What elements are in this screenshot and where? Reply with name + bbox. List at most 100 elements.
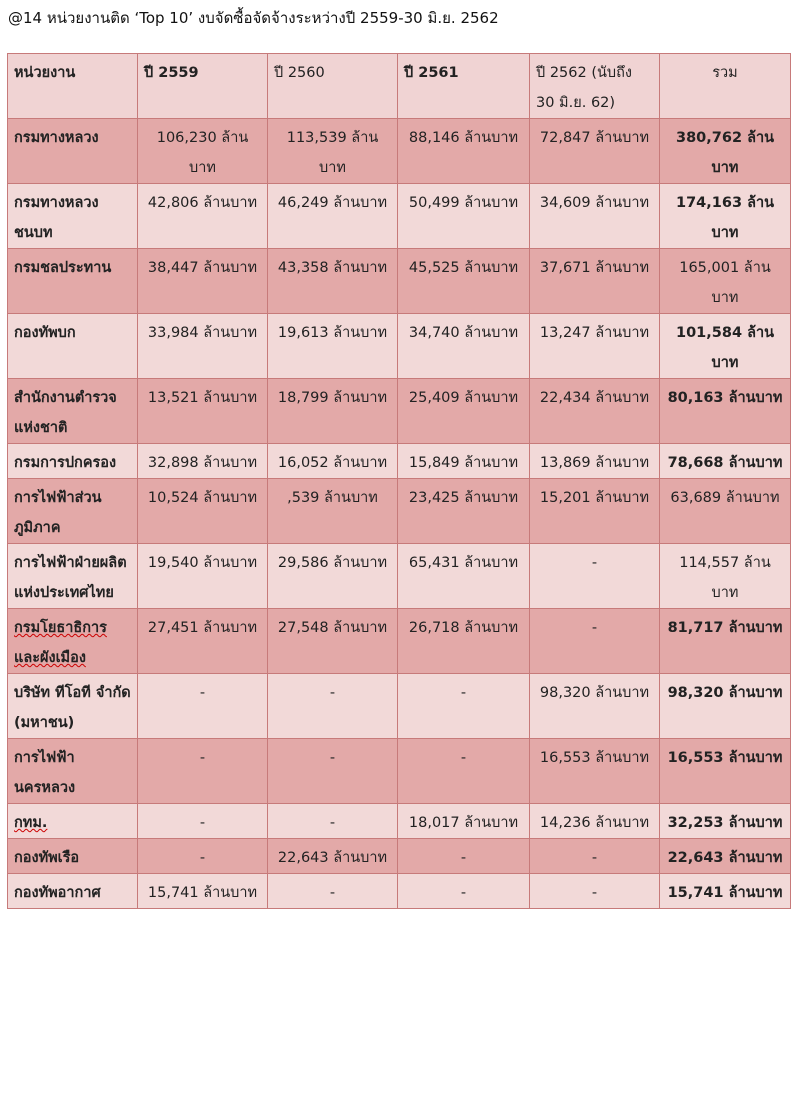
table-row: บริษัท ทีโอที จำกัด (มหาชน) - - - 98,320… [7,673,791,739]
agency-name: กองทัพเรือ [7,838,138,874]
agency-name: กองทัพอากาศ [7,873,138,909]
value-2560: ,539 ล้านบาท [267,478,398,544]
value-2561: 25,409 ล้านบาท [397,378,530,444]
value-2559: 106,230 ล้านบาท [137,118,268,184]
header-year-2561: ปี 2561 [397,53,530,119]
value-2561: 65,431 ล้านบาท [397,543,530,609]
table-row: กรมชลประทาน 38,447 ล้านบาท 43,358 ล้านบา… [7,248,791,314]
value-2560: 16,052 ล้านบาท [267,443,398,479]
table-row: กองทัพบก 33,984 ล้านบาท 19,613 ล้านบาท 3… [7,313,791,379]
value-2559: 15,741 ล้านบาท [137,873,268,909]
value-2561: 50,499 ล้านบาท [397,183,530,249]
agency-name: กรมโยธาธิการและผังเมือง [7,608,138,674]
value-total: 174,163 ล้านบาท [659,183,791,249]
value-2559: 32,898 ล้านบาท [137,443,268,479]
value-2562: 14,236 ล้านบาท [529,803,660,839]
agency-name: กรมทางหลวง [7,118,138,184]
value-2559: 38,447 ล้านบาท [137,248,268,314]
value-2561: 23,425 ล้านบาท [397,478,530,544]
value-2561: 34,740 ล้านบาท [397,313,530,379]
value-2560: 46,249 ล้านบาท [267,183,398,249]
table-row: การไฟฟ้านครหลวง - - - 16,553 ล้านบาท 16,… [7,738,791,804]
value-2560: - [267,738,398,804]
value-2559: - [137,838,268,874]
value-total: 16,553 ล้านบาท [659,738,791,804]
value-2562: - [529,838,660,874]
value-2561: 88,146 ล้านบาท [397,118,530,184]
value-total: 380,762 ล้านบาท [659,118,791,184]
value-2559: 27,451 ล้านบาท [137,608,268,674]
table-row: กทม. - - 18,017 ล้านบาท 14,236 ล้านบาท 3… [7,803,791,839]
value-total: 78,668 ล้านบาท [659,443,791,479]
value-2561: - [397,873,530,909]
agency-name: กรมการปกครอง [7,443,138,479]
table-row: กรมทางหลวงชนบท 42,806 ล้านบาท 46,249 ล้า… [7,183,791,249]
value-2559: - [137,803,268,839]
agency-name-text: กรมโยธาธิการและผังเมือง [14,620,107,666]
header-year-2559: ปี 2559 [137,53,268,119]
value-2562: 13,869 ล้านบาท [529,443,660,479]
value-2561: 18,017 ล้านบาท [397,803,530,839]
value-2561: - [397,738,530,804]
agency-name: การไฟฟ้านครหลวง [7,738,138,804]
value-2559: 19,540 ล้านบาท [137,543,268,609]
value-total: 80,163 ล้านบาท [659,378,791,444]
header-total: รวม [659,53,791,119]
value-2560: 27,548 ล้านบาท [267,608,398,674]
value-2561: 26,718 ล้านบาท [397,608,530,674]
value-total: 101,584 ล้านบาท [659,313,791,379]
value-2561: - [397,838,530,874]
value-2561: 15,849 ล้านบาท [397,443,530,479]
value-2560: - [267,803,398,839]
value-2560: 113,539 ล้านบาท [267,118,398,184]
agency-name: กองทัพบก [7,313,138,379]
table-row: กรมโยธาธิการและผังเมือง 27,451 ล้านบาท 2… [7,608,791,674]
value-2562: 15,201 ล้านบาท [529,478,660,544]
value-2560: 19,613 ล้านบาท [267,313,398,379]
table-row: กองทัพเรือ - 22,643 ล้านบาท - - 22,643 ล… [7,838,791,874]
header-year-2560: ปี 2560 [267,53,398,119]
value-2562: 72,847 ล้านบาท [529,118,660,184]
value-2562: 22,434 ล้านบาท [529,378,660,444]
value-2559: 10,524 ล้านบาท [137,478,268,544]
table-row: การไฟฟ้าฝ่ายผลิตแห่งประเทศไทย 19,540 ล้า… [7,543,791,609]
value-2562: - [529,873,660,909]
value-2562: 98,320 ล้านบาท [529,673,660,739]
value-2560: 22,643 ล้านบาท [267,838,398,874]
agency-name: กรมชลประทาน [7,248,138,314]
agency-name: การไฟฟ้าส่วนภูมิภาค [7,478,138,544]
value-total: 32,253 ล้านบาท [659,803,791,839]
agency-name: บริษัท ทีโอที จำกัด (มหาชน) [7,673,138,739]
budget-table: หน่วยงาน ปี 2559 ปี 2560 ปี 2561 ปี 2562… [7,53,791,909]
value-2562: - [529,608,660,674]
value-2559: - [137,673,268,739]
value-2560: 29,586 ล้านบาท [267,543,398,609]
value-total: 98,320 ล้านบาท [659,673,791,739]
value-total: 63,689 ล้านบาท [659,478,791,544]
value-total: 114,557 ล้านบาท [659,543,791,609]
value-2560: 43,358 ล้านบาท [267,248,398,314]
value-2562: 37,671 ล้านบาท [529,248,660,314]
agency-name: กทม. [7,803,138,839]
table-row: กรมทางหลวง 106,230 ล้านบาท 113,539 ล้านบ… [7,118,791,184]
value-2559: - [137,738,268,804]
value-total: 165,001 ล้านบาท [659,248,791,314]
table-row: การไฟฟ้าส่วนภูมิภาค 10,524 ล้านบาท ,539 … [7,478,791,544]
value-2559: 33,984 ล้านบาท [137,313,268,379]
value-2560: 18,799 ล้านบาท [267,378,398,444]
agency-name: สำนักงานตำรวจแห่งชาติ [7,378,138,444]
table-row: กรมการปกครอง 32,898 ล้านบาท 16,052 ล้านบ… [7,443,791,479]
table-row: สำนักงานตำรวจแห่งชาติ 13,521 ล้านบาท 18,… [7,378,791,444]
value-total: 15,741 ล้านบาท [659,873,791,909]
header-year-2562: ปี 2562 (นับถึง 30 มิ.ย. 62) [529,53,660,119]
value-2559: 42,806 ล้านบาท [137,183,268,249]
table-row: กองทัพอากาศ 15,741 ล้านบาท - - - 15,741 … [7,873,791,909]
header-agency: หน่วยงาน [7,53,138,119]
agency-name: การไฟฟ้าฝ่ายผลิตแห่งประเทศไทย [7,543,138,609]
header-row: หน่วยงาน ปี 2559 ปี 2560 ปี 2561 ปี 2562… [7,53,791,119]
value-2562: - [529,543,660,609]
page-caption: @14 หน่วยงานติด ‘Top 10’ งบจัดซื้อจัดจ้า… [8,9,499,27]
value-2560: - [267,873,398,909]
value-total: 81,717 ล้านบาท [659,608,791,674]
value-2559: 13,521 ล้านบาท [137,378,268,444]
